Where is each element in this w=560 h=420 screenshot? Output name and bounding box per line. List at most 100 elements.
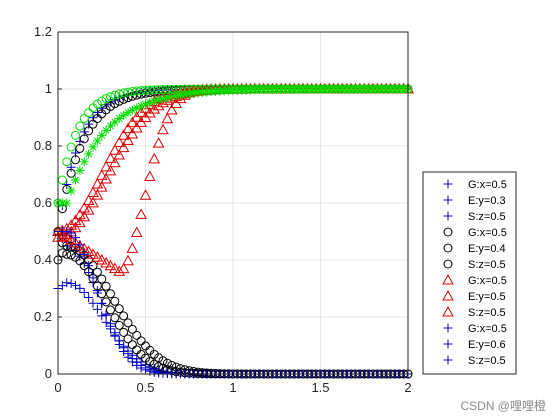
data-point (364, 84, 374, 94)
legend-entry: G:x=0.5 (468, 227, 507, 239)
data-point (254, 84, 264, 94)
series-11 (53, 84, 413, 208)
data-point (84, 261, 94, 271)
legend-marker (442, 273, 454, 285)
data-point (56, 230, 69, 242)
data-point (60, 228, 73, 240)
data-point (381, 84, 391, 94)
data-point (368, 84, 378, 94)
data-point (123, 87, 133, 97)
data-point (307, 84, 317, 94)
data-point (119, 94, 129, 104)
data-point (69, 236, 82, 248)
y-tick-label: 1 (45, 81, 52, 96)
data-point (184, 89, 194, 99)
data-point (88, 273, 98, 283)
data-point (145, 88, 155, 98)
x-tick-label: 1.5 (311, 380, 329, 395)
data-point (206, 84, 216, 94)
data-point (91, 189, 104, 200)
data-point (87, 186, 99, 197)
legend-marker (443, 243, 453, 253)
data-point (114, 304, 124, 314)
data-point (66, 278, 76, 288)
legend-marker (442, 289, 454, 301)
legend-marker (443, 355, 453, 365)
data-point (114, 89, 124, 99)
data-point (75, 143, 85, 153)
data-point (215, 84, 225, 94)
data-point (104, 152, 117, 163)
data-point (149, 85, 159, 95)
data-point (95, 181, 108, 192)
data-point (79, 288, 89, 298)
data-point (66, 228, 76, 238)
data-point (136, 363, 146, 373)
data-point (117, 262, 130, 274)
y-tick-label: 0.8 (34, 138, 52, 153)
data-point (289, 84, 299, 94)
data-point (117, 141, 130, 153)
data-point (390, 84, 400, 94)
legend-marker (443, 227, 453, 237)
data-point (97, 311, 107, 321)
data-point (97, 96, 107, 106)
data-point (101, 125, 111, 135)
data-point (75, 121, 85, 131)
data-point (145, 356, 155, 366)
data-point (119, 311, 129, 321)
data-point (75, 240, 85, 250)
legend-entry: S:z=0.5 (468, 355, 506, 367)
data-point (132, 103, 142, 113)
data-point (79, 114, 89, 124)
data-point (95, 169, 108, 180)
data-point (66, 168, 76, 178)
data-point (241, 84, 251, 94)
data-point (87, 196, 99, 208)
data-point (355, 84, 365, 94)
data-point (189, 84, 199, 94)
data-point (79, 157, 89, 167)
data-point (113, 265, 126, 276)
data-point (114, 96, 124, 106)
data-point (62, 249, 72, 259)
y-tick-label: 0.2 (34, 309, 52, 324)
data-point (62, 198, 72, 208)
data-point (167, 84, 177, 94)
data-point (372, 84, 382, 94)
data-point (145, 97, 155, 107)
data-point (122, 254, 134, 266)
legend-marker (442, 305, 454, 317)
data-point (228, 84, 238, 94)
data-point (122, 122, 134, 134)
data-point (141, 85, 150, 95)
data-point (82, 194, 95, 206)
legend-entry: E:y=0.4 (468, 243, 506, 255)
data-point (342, 84, 352, 94)
data-point (82, 245, 95, 256)
data-point (149, 367, 159, 377)
legend-marker (443, 259, 453, 269)
data-point (62, 157, 72, 167)
legend-entry: E:y=0.5 (468, 291, 506, 303)
data-point (211, 84, 220, 94)
data-point (95, 253, 108, 265)
data-point (193, 84, 203, 94)
data-point (224, 84, 234, 94)
data-point (165, 104, 178, 115)
data-point (97, 274, 107, 284)
data-point (123, 352, 133, 362)
data-point (267, 84, 277, 94)
data-point (122, 134, 134, 146)
data-point (106, 321, 115, 331)
y-tick-label: 1.2 (34, 24, 52, 39)
data-point (92, 108, 102, 118)
data-point (158, 94, 168, 104)
legend-marker (443, 323, 453, 333)
data-point (84, 126, 94, 136)
legend-marker (443, 179, 453, 189)
data-point (114, 340, 124, 350)
data-point (92, 304, 102, 314)
data-point (320, 84, 330, 94)
data-point (74, 216, 86, 228)
